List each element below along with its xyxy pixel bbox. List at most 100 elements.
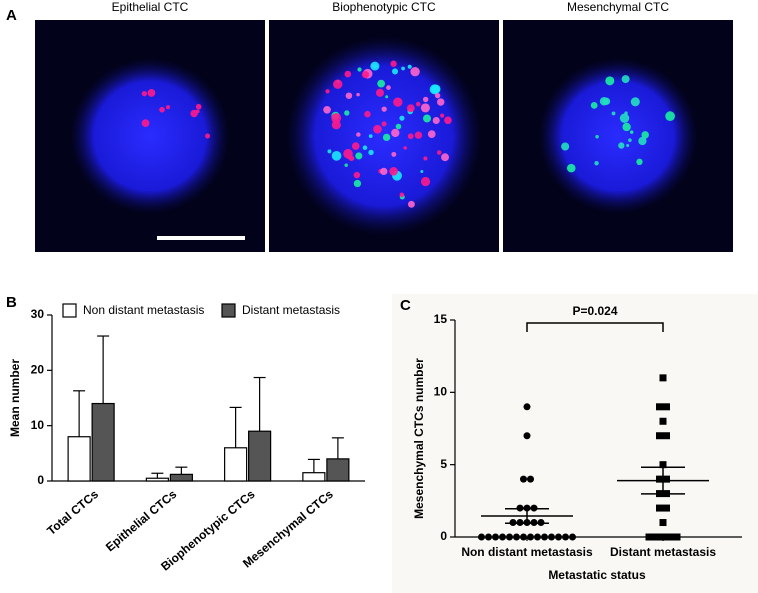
signal-dot	[590, 101, 598, 109]
panel-letter: A	[6, 7, 17, 24]
signal-dot	[427, 130, 436, 139]
significance-bracket	[526, 322, 664, 332]
signal-dot	[423, 156, 428, 161]
legend-swatch	[62, 303, 77, 318]
legend-swatch	[221, 303, 236, 318]
data-point	[534, 533, 541, 541]
signal-dot	[141, 91, 147, 97]
signal-dot	[432, 116, 440, 125]
signal-dot	[403, 146, 407, 150]
signal-dot	[441, 153, 449, 162]
signal-dot	[381, 106, 387, 112]
data-point	[562, 533, 569, 541]
signal-dot	[344, 163, 348, 167]
panel-c-background	[392, 294, 758, 593]
signal-dot	[380, 167, 388, 176]
signal-dot	[368, 149, 374, 156]
data-point	[659, 533, 667, 541]
signal-dot	[628, 138, 632, 143]
y-tick-label: 10	[434, 385, 448, 399]
signal-dot	[436, 150, 442, 155]
signal-dot	[351, 142, 360, 150]
signal-dot	[165, 105, 171, 110]
y-axis-label: Mean number	[8, 359, 22, 437]
data-point	[506, 533, 513, 541]
signal-dot	[389, 166, 398, 176]
signal-dot	[420, 170, 424, 174]
data-point	[656, 432, 663, 440]
signal-dot	[434, 92, 441, 99]
data-point	[656, 504, 663, 512]
data-point	[548, 533, 555, 541]
data-point	[659, 519, 667, 527]
signal-dot	[344, 70, 352, 78]
signal-dot	[344, 110, 350, 116]
bar	[91, 402, 115, 482]
data-point	[499, 533, 506, 541]
signal-dot	[561, 142, 570, 151]
signal-dot	[391, 128, 400, 138]
signal-dot	[407, 64, 412, 69]
y-tick-label: 0	[440, 529, 447, 543]
signal-dot	[665, 111, 675, 121]
signal-dot	[331, 120, 341, 130]
signal-dot	[327, 149, 332, 154]
signal-dot	[444, 116, 452, 125]
signal-dot	[386, 85, 391, 90]
signal-dot	[362, 145, 368, 151]
signal-dot	[381, 121, 387, 127]
signal-dot	[399, 192, 405, 198]
signal-dot	[624, 111, 628, 115]
signal-dot	[626, 143, 630, 147]
data-point	[663, 432, 670, 440]
y-tick-label: 20	[31, 363, 45, 377]
scale-bar	[157, 236, 245, 240]
panel-letter: B	[6, 294, 17, 311]
signal-dot	[373, 124, 382, 134]
signal-dot	[190, 109, 198, 118]
bar	[169, 473, 193, 482]
nucleus	[538, 58, 698, 214]
panel-letter: C	[400, 297, 411, 314]
annotation: P=0.024	[572, 304, 617, 318]
y-tick-label: 30	[31, 307, 45, 321]
signal-dot	[420, 176, 431, 187]
signal-dot	[399, 115, 405, 121]
signal-dot	[141, 119, 150, 128]
signal-dot	[410, 66, 420, 77]
signal-dot	[618, 142, 625, 149]
signal-dot	[621, 75, 630, 84]
bar	[248, 430, 272, 482]
signal-dot	[333, 79, 343, 89]
signal-dot	[347, 156, 351, 160]
signal-dot	[641, 131, 649, 139]
signal-dot	[345, 92, 353, 99]
signal-dot	[361, 71, 370, 79]
signal-dot	[392, 68, 399, 75]
signal-dot	[364, 110, 371, 118]
data-point	[523, 432, 531, 440]
signal-dot	[420, 103, 430, 113]
image-label: Epithelial CTC	[112, 0, 189, 14]
data-point	[478, 533, 485, 541]
signal-dot	[353, 171, 361, 179]
signal-dot	[147, 89, 156, 97]
data-point	[492, 533, 499, 541]
signal-dot	[357, 67, 362, 72]
signal-dot	[331, 151, 342, 161]
signal-dot	[390, 60, 397, 67]
signal-dot	[440, 113, 445, 118]
signal-dot	[348, 155, 355, 162]
data-point	[569, 533, 576, 541]
signal-dot	[422, 96, 429, 103]
y-tick-label: 5	[440, 457, 447, 471]
data-point	[527, 533, 534, 541]
data-point	[663, 403, 670, 411]
x-axis-label: Metastatic status	[548, 568, 646, 582]
signal-dot	[385, 95, 389, 99]
signal-dot	[356, 92, 360, 97]
signal-dot	[636, 158, 643, 166]
signal-dot	[395, 123, 402, 130]
signal-dot	[323, 105, 331, 114]
